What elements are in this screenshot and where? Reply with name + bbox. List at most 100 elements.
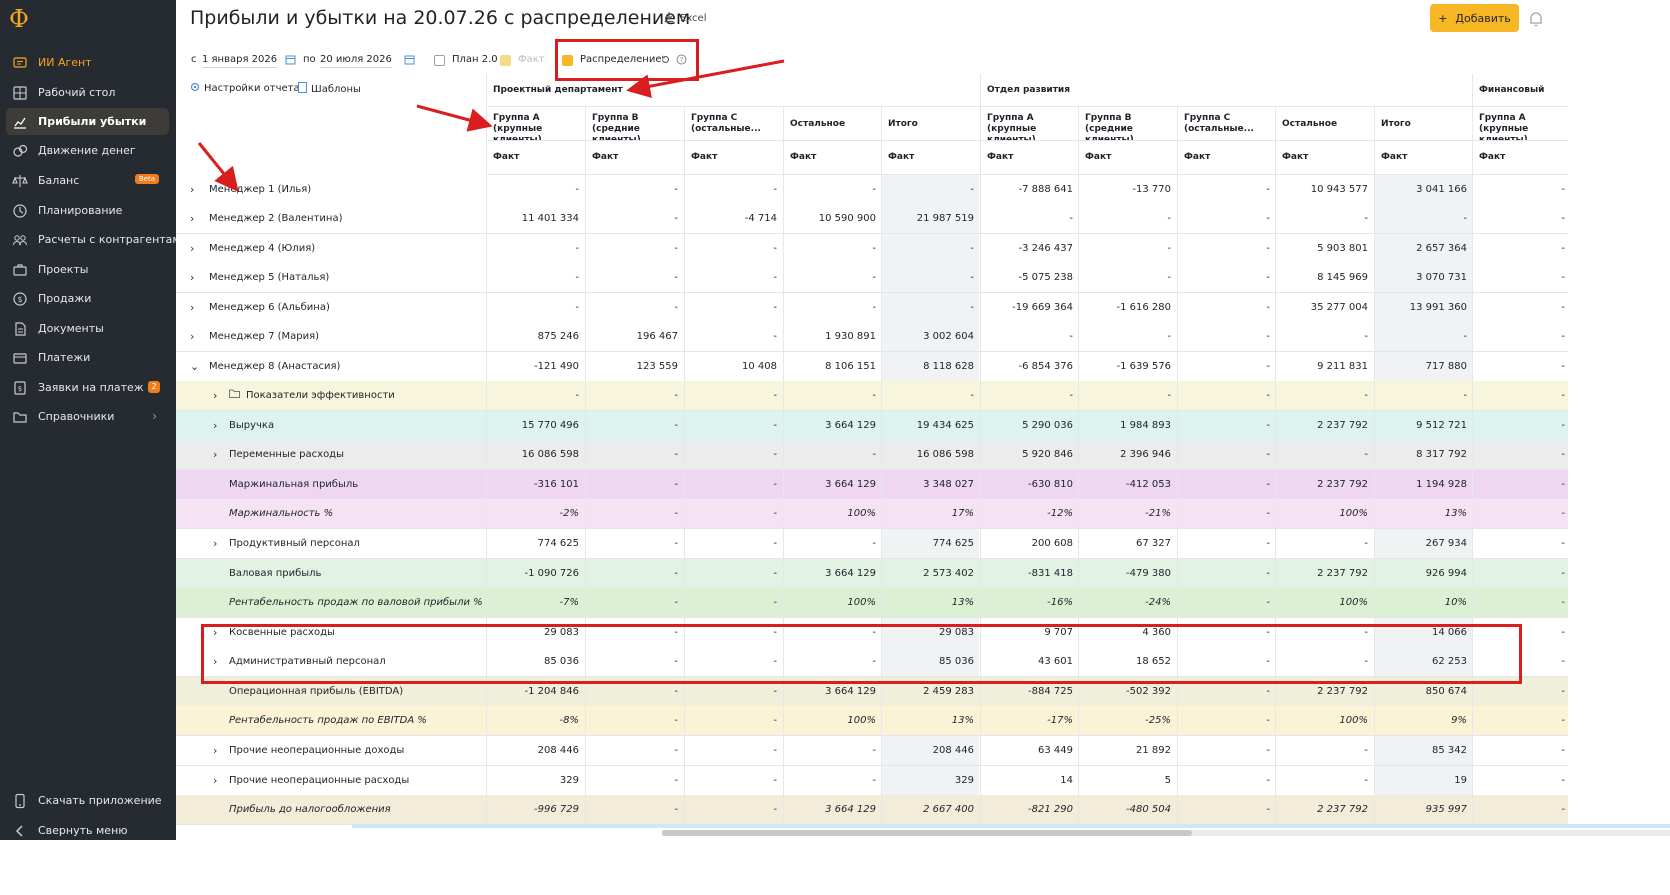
table-cell[interactable]: 3 664 129 (783, 795, 881, 824)
table-cell[interactable]: - (783, 647, 881, 676)
table-cell[interactable]: - (783, 529, 881, 558)
table-cell[interactable]: - (1177, 470, 1275, 499)
table-cell[interactable]: 100% (783, 706, 881, 735)
table-cell[interactable]: - (486, 263, 584, 292)
table-cell[interactable]: - (585, 706, 683, 735)
table-cell[interactable]: - (1177, 706, 1275, 735)
table-cell[interactable]: - (585, 529, 683, 558)
table-cell[interactable]: - (783, 175, 881, 204)
table-cell[interactable]: 875 246 (486, 322, 584, 351)
table-cell[interactable]: - (486, 175, 584, 204)
table-cell[interactable]: - (783, 440, 881, 469)
calendar-icon[interactable] (404, 54, 415, 68)
table-cell[interactable]: 100% (1275, 706, 1373, 735)
table-row[interactable]: › Менеджер 1 (Илья) - - - - - -7 888 641 -13 770… (176, 175, 1568, 205)
table-cell[interactable]: -831 418 (980, 559, 1078, 588)
table-cell[interactable]: - (684, 499, 782, 528)
table-cell[interactable]: - (1177, 204, 1275, 233)
table-cell[interactable]: - (1275, 529, 1373, 558)
table-cell[interactable]: - (585, 263, 683, 292)
table-cell[interactable]: 3 070 731 (1374, 263, 1472, 292)
plan-checkbox[interactable] (434, 55, 445, 66)
table-cell[interactable]: 5 903 801 (1275, 234, 1373, 263)
table-cell[interactable]: - (1472, 588, 1570, 617)
table-row[interactable]: Прибыль до налогообложения -996 729- -3 66… (176, 795, 1568, 825)
table-row[interactable]: ⌄ Менеджер 8 (Анастасия) -121 490 123 559 10… (176, 352, 1568, 382)
table-cell[interactable]: - (585, 381, 683, 410)
table-cell[interactable]: -17% (980, 706, 1078, 735)
table-cell[interactable]: 62 253 (1374, 647, 1472, 676)
table-cell[interactable]: - (684, 706, 782, 735)
table-cell[interactable]: - (1374, 322, 1472, 351)
table-cell[interactable]: 329 (486, 766, 584, 795)
table-cell[interactable]: 208 446 (881, 736, 979, 765)
expand-toggle-icon[interactable]: › (190, 330, 195, 343)
expand-toggle-icon[interactable]: › (213, 626, 218, 639)
table-cell[interactable]: - (1472, 204, 1570, 233)
table-cell[interactable]: - (1078, 204, 1176, 233)
table-cell[interactable]: - (1275, 204, 1373, 233)
to-date-input[interactable]: 20 июля 2026 (320, 54, 392, 68)
table-cell[interactable]: - (684, 440, 782, 469)
table-cell[interactable]: - (684, 411, 782, 440)
table-cell[interactable]: 2 667 400 (881, 795, 979, 824)
table-cell[interactable]: - (1472, 706, 1570, 735)
table-cell[interactable]: 329 (881, 766, 979, 795)
table-cell[interactable]: 19 434 625 (881, 411, 979, 440)
table-cell[interactable]: 10% (1374, 588, 1472, 617)
table-cell[interactable]: -1 616 280 (1078, 293, 1176, 322)
table-cell[interactable]: - (1177, 263, 1275, 292)
column-header[interactable]: Группа В (средние клиенты) (1078, 107, 1176, 141)
scrollbar-thumb[interactable] (662, 830, 1192, 836)
sidebar-item-12[interactable]: Справочники › (6, 403, 169, 430)
table-cell[interactable]: 850 674 (1374, 677, 1472, 706)
sidebar-item-1[interactable]: Рабочий стол (6, 79, 169, 106)
table-cell[interactable]: - (1275, 766, 1373, 795)
table-cell[interactable]: 2 396 946 (1078, 440, 1176, 469)
table-cell[interactable]: - (1177, 293, 1275, 322)
sidebar-item-3[interactable]: Движение денег (6, 137, 169, 164)
table-cell[interactable]: - (585, 588, 683, 617)
table-row[interactable]: › Менеджер 5 (Наталья) - - - - - -5 075 238- -8 … (176, 263, 1568, 293)
table-cell[interactable]: - (783, 234, 881, 263)
table-cell[interactable]: - (1177, 499, 1275, 528)
table-cell[interactable]: - (585, 470, 683, 499)
table-cell[interactable]: -4 714 (684, 204, 782, 233)
table-cell[interactable]: - (1177, 736, 1275, 765)
table-cell[interactable]: 8 317 792 (1374, 440, 1472, 469)
table-cell[interactable]: 100% (1275, 499, 1373, 528)
table-cell[interactable]: 2 657 364 (1374, 234, 1472, 263)
table-cell[interactable]: 16 086 598 (486, 440, 584, 469)
table-cell[interactable]: - (1177, 411, 1275, 440)
table-cell[interactable]: 1 930 891 (783, 322, 881, 351)
table-cell[interactable]: 10 943 577 (1275, 175, 1373, 204)
table-cell[interactable]: -7 888 641 (980, 175, 1078, 204)
table-row[interactable]: Рентабельность продаж по EBITDA % -8% - -10… (176, 706, 1568, 736)
excel-export-button[interactable]: Excel (663, 11, 707, 26)
table-cell[interactable]: - (1472, 322, 1570, 351)
table-cell[interactable]: - (881, 381, 979, 410)
table-cell[interactable]: - (1472, 263, 1570, 292)
table-cell[interactable]: - (684, 234, 782, 263)
table-cell[interactable]: - (1472, 470, 1570, 499)
table-cell[interactable]: -5 075 238 (980, 263, 1078, 292)
table-cell[interactable]: -316 101 (486, 470, 584, 499)
table-cell[interactable]: 2 237 792 (1275, 411, 1373, 440)
table-cell[interactable]: - (684, 736, 782, 765)
table-cell[interactable]: - (1177, 234, 1275, 263)
table-row[interactable]: › Показатели эффективности - - - - - - - - - - - (176, 381, 1568, 411)
table-cell[interactable]: 9 211 831 (1275, 352, 1373, 381)
expand-toggle-icon[interactable]: › (213, 448, 218, 461)
table-cell[interactable]: 100% (783, 499, 881, 528)
expand-toggle-icon[interactable]: › (213, 744, 218, 757)
sidebar-item-9[interactable]: Документы (6, 315, 169, 342)
table-cell[interactable]: 19 (1374, 766, 1472, 795)
expand-toggle-icon[interactable]: › (190, 242, 195, 255)
table-cell[interactable]: - (684, 766, 782, 795)
table-cell[interactable]: - (585, 559, 683, 588)
table-cell[interactable]: - (1177, 440, 1275, 469)
table-cell[interactable]: - (585, 618, 683, 647)
table-cell[interactable]: - (1177, 766, 1275, 795)
table-cell[interactable]: - (1177, 588, 1275, 617)
table-row[interactable]: › Прочие неоперационные расходы 329- - -329 1… (176, 766, 1568, 796)
